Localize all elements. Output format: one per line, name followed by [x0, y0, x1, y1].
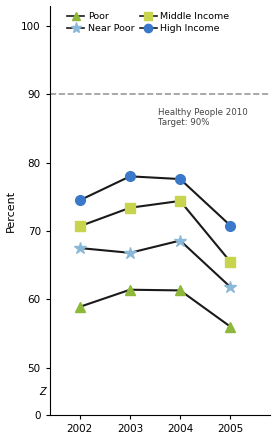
Y-axis label: Percent: Percent [6, 190, 15, 231]
Text: Z: Z [39, 386, 46, 396]
Text: Healthy People 2010
Target: 90%: Healthy People 2010 Target: 90% [158, 108, 247, 128]
Legend: Poor, Near Poor, Middle Income, High Income: Poor, Near Poor, Middle Income, High Inc… [65, 10, 231, 35]
